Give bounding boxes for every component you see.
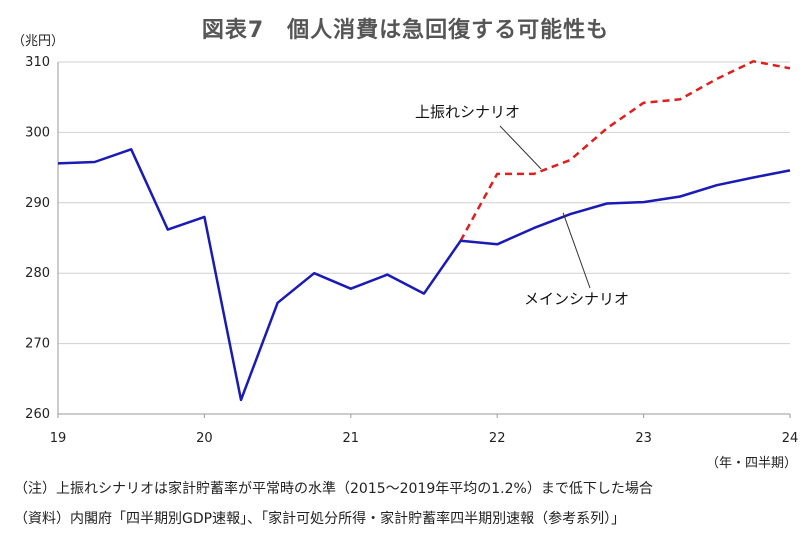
y-tick-label: 310: [25, 55, 50, 70]
axes: 260 270 280 290 300 310 19 20 21 22 23 24: [25, 55, 798, 446]
x-tick-label: 22: [489, 431, 506, 446]
y-tick-label: 300: [25, 125, 50, 140]
upside-scenario-line: [459, 60, 791, 242]
annotation-main-leader: [562, 212, 591, 289]
y-axis-unit-label: （兆円）: [12, 34, 65, 49]
annotation-upside-label: 上振れシナリオ: [415, 103, 520, 121]
footnote-source: （資料）内閣府「四半期別GDP速報」、「家計可処分所得・家計貯蓄率四半期別速報（…: [14, 511, 626, 527]
chart-title: 図表7 個人消費は急回復する可能性も: [201, 18, 610, 43]
annotation-upside-leader: [499, 125, 542, 170]
series-lines: [57, 60, 791, 402]
x-tick-label: 24: [782, 431, 799, 446]
x-tick-label: 21: [343, 431, 360, 446]
x-tick-label: 19: [50, 431, 67, 446]
y-tick-label: 270: [25, 337, 50, 352]
x-tick-label: 20: [196, 431, 213, 446]
x-tick-label: 23: [635, 431, 652, 446]
footnote-note: （注）上振れシナリオは家計貯蓄率が平常時の水準（2015～2019年平均の1.2…: [14, 481, 653, 497]
y-tick-label: 280: [25, 266, 50, 281]
annotation-main-label: メインシナリオ: [524, 290, 629, 308]
y-tick-label: 260: [25, 407, 50, 422]
main-scenario-line: [57, 148, 791, 402]
y-tick-label: 290: [25, 196, 50, 211]
x-axis-unit-label: （年・四半期）: [705, 456, 797, 471]
